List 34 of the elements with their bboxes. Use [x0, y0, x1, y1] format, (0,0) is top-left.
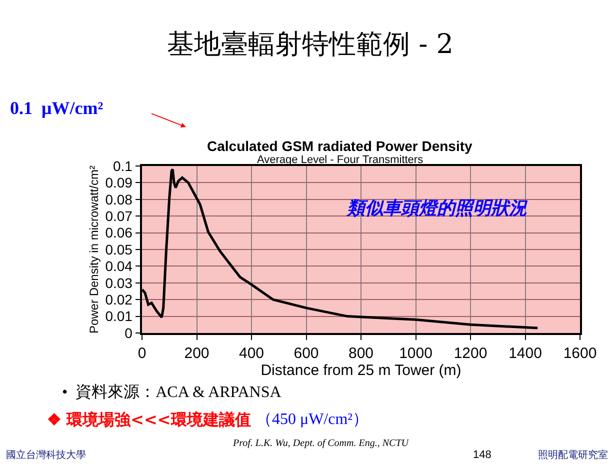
y-tick-label: 0.02 — [105, 292, 133, 308]
x-tick-label: 400 — [238, 344, 264, 362]
x-tick-label: 200 — [184, 344, 210, 362]
text: （450 μW/cm²） — [256, 411, 368, 428]
y-tick-label: 0.05 — [105, 241, 133, 258]
text: 國立台灣科技大學 — [6, 449, 86, 461]
y-tick-label: 0.04 — [105, 258, 133, 274]
y-tick-label: 0 — [124, 324, 133, 341]
text: 148 — [473, 449, 492, 461]
y-tick-label: 0.09 — [105, 174, 133, 191]
x-tick-label: 800 — [348, 344, 374, 362]
text: ❖ 環境場強<<<環境建議值 — [47, 410, 251, 429]
text: Prof. L.K. Wu, Dept. of Comm. Eng., NCTU — [232, 438, 410, 449]
y-tick-label: 0.01 — [105, 308, 133, 324]
y-tick-label: 0.08 — [105, 191, 133, 208]
y-tick-label: 0.1 — [112, 158, 133, 174]
y-axis-title: Power Density in microwatt/cm² — [87, 165, 101, 334]
x-tick-label: 1400 — [508, 344, 542, 362]
chart-title: Calculated GSM radiated Power Density — [207, 138, 473, 154]
x-tick-label: 1200 — [454, 344, 488, 362]
y-tick-label: 0.06 — [105, 224, 133, 241]
text: 照明配電研究室 — [538, 449, 608, 461]
text: • 資料來源：ACA & ARPANSA — [62, 383, 282, 401]
y-tick-label: 0.07 — [105, 208, 133, 224]
x-tick-label: 1600 — [563, 344, 597, 362]
chart-subtitle: Average Level - Four Transmitters — [257, 154, 424, 166]
annotation: 類似車頭燈的照明狀況 — [346, 198, 528, 219]
x-tick-label: 1000 — [399, 344, 432, 362]
text: 0.1 μW/cm² — [10, 98, 104, 118]
x-tick-label: 600 — [294, 344, 319, 362]
y-tick-label: 0.03 — [105, 274, 133, 291]
x-axis-title: Distance from 25 m Tower (m) — [260, 362, 462, 379]
x-tick-label: 0 — [138, 344, 146, 362]
text: 基地臺輻射特性範例 - 2 — [167, 29, 454, 60]
